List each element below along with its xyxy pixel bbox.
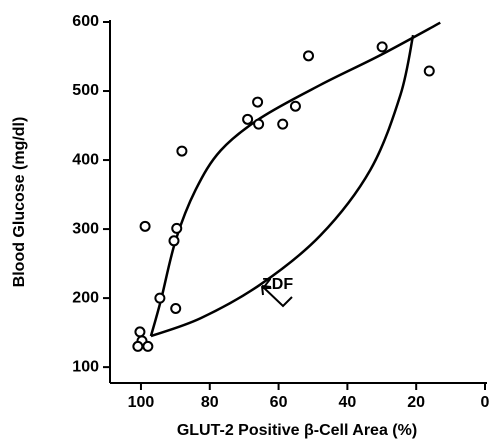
x-tick-label: 80 bbox=[201, 394, 219, 411]
data-point bbox=[253, 118, 265, 130]
data-point bbox=[423, 65, 435, 77]
data-point bbox=[289, 100, 301, 112]
annotation-arrow bbox=[261, 285, 293, 308]
data-point bbox=[134, 326, 146, 338]
data-point bbox=[176, 145, 188, 157]
data-point bbox=[139, 220, 151, 232]
data-point bbox=[252, 96, 264, 108]
data-point bbox=[277, 118, 289, 130]
data-point bbox=[376, 41, 388, 53]
x-axis-title: GLUT-2 Positive β-Cell Area (%) bbox=[177, 422, 417, 439]
y-tick-label: 300 bbox=[72, 220, 99, 237]
y-axis-title: Blood Glucose (mg/dl) bbox=[11, 117, 28, 288]
data-point bbox=[170, 302, 182, 314]
x-tick-label: 100 bbox=[128, 394, 155, 411]
annotation: ZDF bbox=[262, 276, 293, 293]
fit-curve bbox=[149, 21, 441, 337]
y-tick-label: 200 bbox=[72, 289, 99, 306]
fit-curve bbox=[150, 34, 415, 338]
data-point bbox=[142, 340, 154, 352]
y-tick-label: 600 bbox=[72, 13, 99, 30]
data-point bbox=[168, 235, 180, 247]
data-point bbox=[154, 292, 166, 304]
data-point bbox=[303, 50, 315, 62]
y-tick-label: 100 bbox=[72, 358, 99, 375]
y-tick-label: 500 bbox=[72, 82, 99, 99]
x-tick-label: 0 bbox=[481, 394, 490, 411]
y-tick-label: 400 bbox=[72, 151, 99, 168]
data-point bbox=[242, 113, 254, 125]
x-tick-label: 40 bbox=[338, 394, 356, 411]
data-point bbox=[132, 340, 144, 352]
data-point bbox=[171, 222, 183, 234]
x-tick-label: 60 bbox=[270, 394, 288, 411]
x-tick-label: 20 bbox=[407, 394, 425, 411]
